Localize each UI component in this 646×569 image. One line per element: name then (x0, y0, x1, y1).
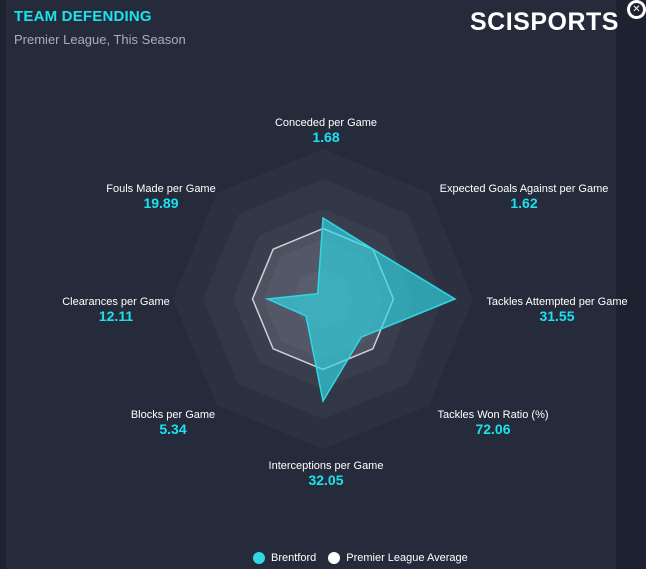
axis-label-2: Expected Goals Against per Game (440, 183, 609, 195)
axis-label-4: Tackles Won Ratio (%) (437, 409, 548, 421)
chart-title: TEAM DEFENDING (14, 8, 152, 25)
brentford-polygon (264, 216, 457, 404)
scisports-logo: SCISPORTS (470, 8, 619, 36)
legend-dot-average (328, 552, 341, 564)
axis-label-5: Interceptions per Game (269, 460, 384, 472)
axis-label-7: Clearances per Game (62, 296, 170, 308)
axis-label-6: Blocks per Game (131, 409, 215, 421)
legend-item-average[interactable]: Premier League Average (328, 552, 468, 564)
legend-label-average: Premier League Average (346, 552, 468, 564)
axis-value-5: 32.05 (308, 472, 343, 488)
axis-label-3: Tackles Attempted per Game (486, 296, 627, 308)
axis-label-1: Conceded per Game (275, 117, 377, 129)
legend-label-brentford: Brentford (271, 552, 317, 564)
axis-value-7: 12.11 (99, 308, 133, 324)
legend-dot-brentford (253, 552, 265, 564)
axis-value-3: 31.55 (539, 308, 574, 324)
axis-value-8: 19.89 (143, 195, 178, 211)
close-button[interactable]: ✕ (627, 0, 646, 19)
chart-subtitle: Premier League, This Season (14, 32, 186, 47)
legend-item-brentford[interactable]: Brentford (253, 552, 316, 564)
axis-value-4: 72.06 (475, 421, 510, 437)
chart-legend: Brentford Premier League Average (253, 552, 480, 564)
axis-value-1: 1.68 (312, 129, 339, 145)
close-icon: ✕ (630, 3, 643, 16)
axis-label-8: Fouls Made per Game (106, 183, 215, 195)
axis-value-6: 5.34 (159, 421, 186, 437)
axis-value-2: 1.62 (510, 195, 537, 211)
